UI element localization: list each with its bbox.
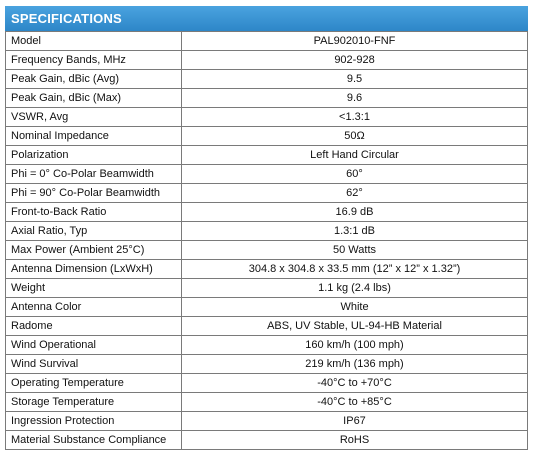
spec-label: Peak Gain, dBic (Max) bbox=[5, 88, 182, 108]
spec-value: PAL902010-FNF bbox=[181, 31, 528, 51]
table-row: Antenna Dimension (LxWxH) 304.8 x 304.8 x… bbox=[5, 259, 528, 279]
specifications-table: Model PAL902010-FNF Frequency Bands, MHz 9… bbox=[5, 31, 528, 450]
spec-value: 219 km/h (136 mph) bbox=[181, 354, 528, 374]
spec-value: RoHS bbox=[181, 430, 528, 450]
table-row: Operating Temperature -40°C to +70°C bbox=[5, 373, 528, 393]
spec-value: 50 Watts bbox=[181, 240, 528, 260]
spec-value: -40°C to +85°C bbox=[181, 392, 528, 412]
spec-label: VSWR, Avg bbox=[5, 107, 182, 127]
spec-value: IP67 bbox=[181, 411, 528, 431]
table-row: Nominal Impedance 50Ω bbox=[5, 126, 528, 146]
table-row: Model PAL902010-FNF bbox=[5, 31, 528, 51]
spec-label: Weight bbox=[5, 278, 182, 298]
spec-label: Antenna Color bbox=[5, 297, 182, 317]
spec-label: Radome bbox=[5, 316, 182, 336]
spec-label: Model bbox=[5, 31, 182, 51]
table-row: Ingression Protection IP67 bbox=[5, 411, 528, 431]
table-row: Wind Survival 219 km/h (136 mph) bbox=[5, 354, 528, 374]
table-row: Peak Gain, dBic (Avg) 9.5 bbox=[5, 69, 528, 89]
spec-label: Nominal Impedance bbox=[5, 126, 182, 146]
spec-label: Antenna Dimension (LxWxH) bbox=[5, 259, 182, 279]
table-row: Phi = 90° Co-Polar Beamwidth 62° bbox=[5, 183, 528, 203]
spec-value: 50Ω bbox=[181, 126, 528, 146]
specifications-header: SPECIFICATIONS bbox=[5, 6, 528, 31]
spec-label: Peak Gain, dBic (Avg) bbox=[5, 69, 182, 89]
spec-value: 902-928 bbox=[181, 50, 528, 70]
table-row: Axial Ratio, Typ 1.3:1 dB bbox=[5, 221, 528, 241]
spec-value: 16.9 dB bbox=[181, 202, 528, 222]
spec-label: Phi = 0° Co-Polar Beamwidth bbox=[5, 164, 182, 184]
spec-value: White bbox=[181, 297, 528, 317]
table-row: Peak Gain, dBic (Max) 9.6 bbox=[5, 88, 528, 108]
table-row: Material Substance Compliance RoHS bbox=[5, 430, 528, 450]
spec-value: 9.5 bbox=[181, 69, 528, 89]
spec-label: Phi = 90° Co-Polar Beamwidth bbox=[5, 183, 182, 203]
spec-label: Frequency Bands, MHz bbox=[5, 50, 182, 70]
spec-value: 60° bbox=[181, 164, 528, 184]
spec-value: Left Hand Circular bbox=[181, 145, 528, 165]
spec-label: Storage Temperature bbox=[5, 392, 182, 412]
spec-value: 9.6 bbox=[181, 88, 528, 108]
table-row: Frequency Bands, MHz 902-928 bbox=[5, 50, 528, 70]
spec-value: 160 km/h (100 mph) bbox=[181, 335, 528, 355]
spec-value: -40°C to +70°C bbox=[181, 373, 528, 393]
spec-value: ABS, UV Stable, UL-94-HB Material bbox=[181, 316, 528, 336]
specifications-panel: SPECIFICATIONS Model PAL902010-FNF Freque… bbox=[5, 6, 528, 450]
spec-value: <1.3:1 bbox=[181, 107, 528, 127]
spec-label: Front-to-Back Ratio bbox=[5, 202, 182, 222]
spec-value: 1.1 kg (2.4 lbs) bbox=[181, 278, 528, 298]
table-row: Polarization Left Hand Circular bbox=[5, 145, 528, 165]
spec-label: Wind Operational bbox=[5, 335, 182, 355]
spec-value: 304.8 x 304.8 x 33.5 mm (12” x 12” x 1.3… bbox=[181, 259, 528, 279]
spec-label: Material Substance Compliance bbox=[5, 430, 182, 450]
spec-label: Max Power (Ambient 25°C) bbox=[5, 240, 182, 260]
table-row: Wind Operational 160 km/h (100 mph) bbox=[5, 335, 528, 355]
spec-value: 1.3:1 dB bbox=[181, 221, 528, 241]
table-row: Front-to-Back Ratio 16.9 dB bbox=[5, 202, 528, 222]
table-row: VSWR, Avg <1.3:1 bbox=[5, 107, 528, 127]
table-row: Weight 1.1 kg (2.4 lbs) bbox=[5, 278, 528, 298]
table-row: Radome ABS, UV Stable, UL-94-HB Material bbox=[5, 316, 528, 336]
spec-label: Wind Survival bbox=[5, 354, 182, 374]
spec-label: Operating Temperature bbox=[5, 373, 182, 393]
table-row: Phi = 0° Co-Polar Beamwidth 60° bbox=[5, 164, 528, 184]
table-row: Max Power (Ambient 25°C) 50 Watts bbox=[5, 240, 528, 260]
spec-value: 62° bbox=[181, 183, 528, 203]
spec-label: Axial Ratio, Typ bbox=[5, 221, 182, 241]
table-row: Storage Temperature -40°C to +85°C bbox=[5, 392, 528, 412]
spec-label: Polarization bbox=[5, 145, 182, 165]
spec-label: Ingression Protection bbox=[5, 411, 182, 431]
table-row: Antenna Color White bbox=[5, 297, 528, 317]
